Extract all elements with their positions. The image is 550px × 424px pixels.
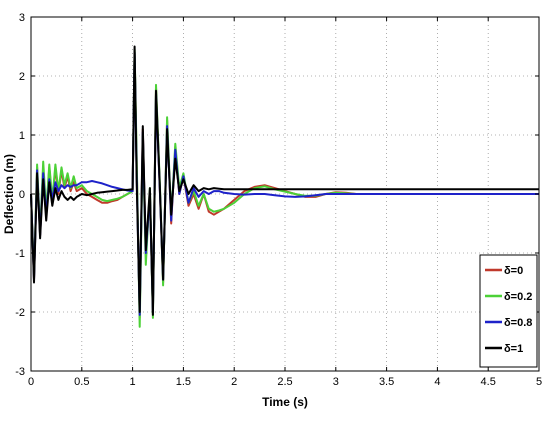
y-tick-label: 1 xyxy=(19,130,25,142)
series-line-3 xyxy=(30,45,539,316)
y-tick-label: 3 xyxy=(19,12,25,24)
legend-entry: δ=0.8 xyxy=(504,317,532,329)
x-tick-label: 1 xyxy=(130,376,136,388)
y-tick-label: -2 xyxy=(15,307,25,319)
legend: δ=0 δ=0.2 δ=0.8 δ=1 xyxy=(479,254,538,368)
x-tick-label: 0 xyxy=(28,376,34,388)
x-tick-label: 3.5 xyxy=(379,376,394,388)
series-lines xyxy=(30,45,539,328)
x-tick-label: 5 xyxy=(536,376,542,388)
y-tick-label: 0 xyxy=(19,189,25,201)
y-tick-label: 2 xyxy=(19,71,25,83)
x-tick-label: 2 xyxy=(231,376,237,388)
x-tick-label: 0.5 xyxy=(74,376,89,388)
x-tick-label: 4.5 xyxy=(481,376,496,388)
legend-entry: δ=0 xyxy=(504,265,523,277)
legend-entry: δ=1 xyxy=(504,343,523,355)
x-tick-label: 1.5 xyxy=(176,376,191,388)
legend-entry: δ=0.2 xyxy=(504,291,532,303)
axis-ticks: 0 0.5 1 1.5 2 2.5 3 3.5 4 4.5 5 -3 -2 -1 0 1 2 3 xyxy=(15,12,542,388)
x-tick-label: 4 xyxy=(434,376,440,388)
x-tick-label: 2.5 xyxy=(277,376,292,388)
series-line-2 xyxy=(30,51,539,316)
y-tick-label: -3 xyxy=(15,366,25,378)
y-tick-label: -1 xyxy=(15,248,25,260)
y-axis-label: Deflection (m) xyxy=(2,154,16,234)
x-tick-label: 3 xyxy=(333,376,339,388)
x-axis-label: Time (s) xyxy=(262,395,308,409)
